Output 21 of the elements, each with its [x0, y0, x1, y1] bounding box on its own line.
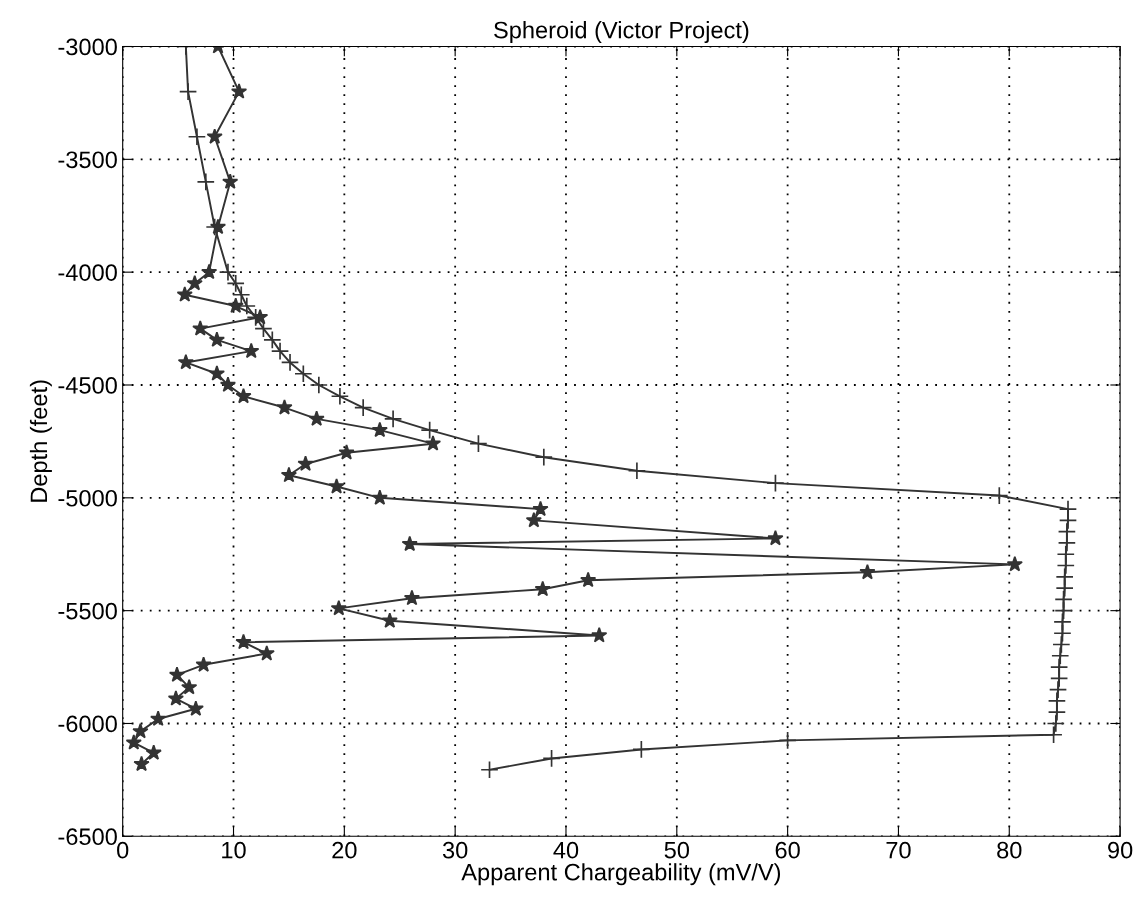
x-tick-label: 50: [664, 841, 690, 859]
x-tick-label: 80: [997, 841, 1022, 859]
y-tick-label: -4000: [58, 264, 117, 281]
x-tick-label: 90: [1108, 841, 1133, 859]
y-axis-title: Depth (feet): [29, 380, 52, 502]
x-tick-label: 60: [775, 841, 800, 859]
x-tick-label: 10: [222, 841, 246, 859]
x-tick-label: 40: [553, 841, 579, 859]
x-axis-title: Apparent Chargeability (mV/V): [461, 863, 781, 886]
y-tick-label: -6000: [58, 715, 117, 733]
x-tick-label: 0: [117, 841, 129, 859]
x-tick-label: 20: [332, 841, 357, 859]
y-tick-label: -3500: [58, 151, 117, 169]
y-tick-label: -6500: [58, 828, 117, 846]
y-tick-label: -5000: [58, 489, 117, 507]
x-tick-label: 70: [886, 841, 911, 859]
y-tick-label: -5500: [58, 602, 117, 620]
x-tick-label: 30: [442, 841, 468, 859]
chart-title: Spheroid (Victor Project): [494, 21, 749, 44]
y-tick-label: -3000: [58, 38, 117, 56]
y-tick-label: -4500: [58, 377, 117, 394]
